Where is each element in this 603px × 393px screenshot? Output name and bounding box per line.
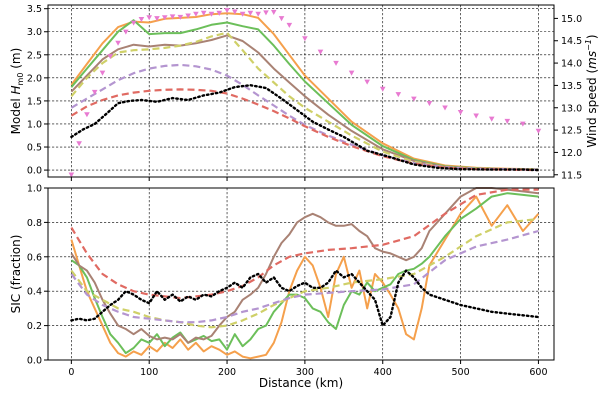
top-right-ytick-label-3: 13.0 xyxy=(561,103,582,114)
bottom-ytick-label-1: 0.2 xyxy=(27,321,42,332)
top-right-ytick-label-7: 15.0 xyxy=(561,14,582,25)
top-wind-marker-40 xyxy=(473,114,479,119)
top-ytick-label-7: 3.5 xyxy=(27,4,42,15)
top-wind-marker-4 xyxy=(100,71,106,76)
top-wind-marker-10 xyxy=(146,15,152,20)
bottom-left-axis-label: SIC (fraction) xyxy=(9,235,23,314)
top-wind-marker-33 xyxy=(364,80,370,85)
top-right-ytick-label-1: 12.0 xyxy=(561,148,582,159)
bottom-ytick-label-4: 0.8 xyxy=(27,218,42,229)
top-wind-marker-38 xyxy=(442,106,448,111)
top-wind-marker-30 xyxy=(318,50,324,55)
top-wind-marker-26 xyxy=(271,10,277,15)
bottom-xtick-label-2: 200 xyxy=(218,367,236,378)
top-wind-marker-32 xyxy=(349,71,355,76)
bottom-ytick-label-5: 1.0 xyxy=(27,184,42,195)
top-wind-marker-42 xyxy=(504,119,510,124)
top-right-ytick-label-2: 12.5 xyxy=(561,126,582,137)
top-wind-marker-7 xyxy=(123,30,129,35)
top-wind-marker-25 xyxy=(263,10,269,15)
bottom-panel-grid xyxy=(48,188,554,360)
bottom-ytick-label-0: 0.0 xyxy=(27,356,42,367)
top-wind-marker-20 xyxy=(224,8,230,13)
top-left-axis-label: Model Hm0 (m) xyxy=(9,48,25,135)
top-wind-marker-24 xyxy=(255,12,261,17)
top-wind-marker-1 xyxy=(76,141,82,146)
top-wind-marker-36 xyxy=(411,97,417,102)
top-ytick-label-5: 2.5 xyxy=(27,50,42,61)
bottom-xtick-label-0: 0 xyxy=(68,367,74,378)
bottom-xtick-label-1: 100 xyxy=(140,367,158,378)
top-wind-marker-28 xyxy=(287,23,293,28)
top-ytick-label-0: 0.0 xyxy=(27,166,42,177)
bottom-ytick-label-3: 0.6 xyxy=(27,252,42,263)
top-ytick-label-1: 0.5 xyxy=(27,143,42,154)
top-wind-marker-34 xyxy=(380,87,386,92)
top-wind-marker-2 xyxy=(84,112,90,117)
top-wind-marker-39 xyxy=(458,110,464,115)
top-right-ytick-label-5: 14.0 xyxy=(561,59,582,70)
top-ytick-label-3: 1.5 xyxy=(27,96,42,107)
top-wind-marker-31 xyxy=(333,61,339,66)
top-wind-marker-37 xyxy=(427,101,433,106)
top-wind-marker-29 xyxy=(302,36,308,41)
top-right-ytick-label-0: 11.5 xyxy=(561,170,582,181)
top-wind-marker-6 xyxy=(115,41,121,46)
x-axis-label: Distance (km) xyxy=(259,376,343,390)
top-right-axis-label: Wind speed (ms−1) xyxy=(584,34,599,147)
top-wind-marker-35 xyxy=(396,92,402,97)
bottom-xtick-label-5: 500 xyxy=(452,367,470,378)
bottom-xtick-label-4: 400 xyxy=(374,367,392,378)
bottom-ytick-label-2: 0.4 xyxy=(27,287,42,298)
top-wind-marker-41 xyxy=(489,117,495,122)
top-right-ytick-label-6: 14.5 xyxy=(561,36,582,47)
top-wind-marker-44 xyxy=(536,129,542,134)
bottom-xtick-label-6: 600 xyxy=(529,367,547,378)
top-right-ytick-label-4: 13.5 xyxy=(561,81,582,92)
bottom-panel-frame xyxy=(48,188,554,360)
top-wind-marker-27 xyxy=(279,16,285,21)
top-ytick-label-6: 3.0 xyxy=(27,27,42,38)
top-ytick-label-4: 2.0 xyxy=(27,73,42,84)
top-panel-ticks: 0.0 0.5 1.0 1.5 2.0 2.5 3.0 3.5 11.5 12.0 12.5 13.0… xyxy=(27,4,582,181)
top-ytick-label-2: 1.0 xyxy=(27,119,42,130)
